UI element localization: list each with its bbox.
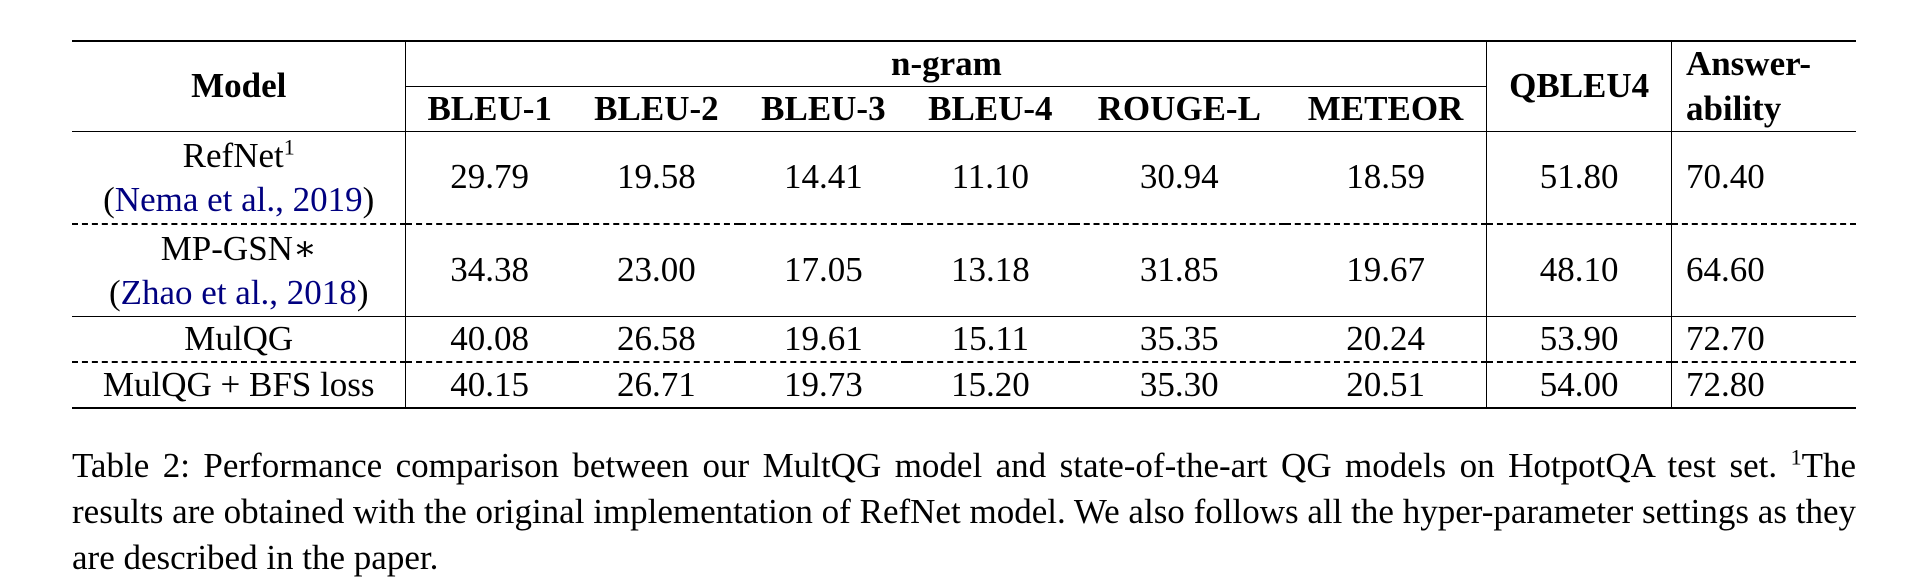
bleu3-column-header: BLEU-3 bbox=[739, 86, 907, 132]
table-cell: 30.94 bbox=[1139, 157, 1219, 197]
table-row-refnet: RefNet1 (Nema et al., 2019) 29.79 19.58 … bbox=[72, 131, 1856, 224]
meteor-column-header: METEOR bbox=[1284, 86, 1488, 132]
ngram-group-header: n-gram bbox=[405, 40, 1488, 87]
caption-text: Table 2: Performance comparison between … bbox=[72, 446, 1791, 485]
table-cell: 51.80 bbox=[1486, 131, 1672, 224]
rougel-column-header: ROUGE-L bbox=[1073, 86, 1285, 132]
table-cell: 48.10 bbox=[1486, 223, 1672, 317]
caption-footnote-text: The results are obtained with the origin… bbox=[72, 446, 1856, 577]
table-cell: 26.58 bbox=[572, 316, 740, 362]
table-cell: 34.38 bbox=[405, 223, 573, 317]
table-cell: 72.70 bbox=[1671, 316, 1856, 362]
table-cell: 54.00 bbox=[1486, 361, 1672, 409]
answerability-header-line2: ability bbox=[1671, 86, 1856, 132]
table-cell: 19.67 bbox=[1284, 223, 1488, 317]
model-column-header: Model bbox=[72, 40, 407, 132]
table-cell: 13.18 bbox=[906, 223, 1074, 317]
table-cell: 40.08 bbox=[405, 316, 573, 362]
table-cell: 31.85 bbox=[1073, 223, 1285, 317]
table-cell: 35.35 bbox=[1073, 316, 1285, 362]
citation-link[interactable]: Zhao et al., 2018 bbox=[120, 272, 357, 312]
table-row-mpgsn: MP-GSN∗ (Zhao et al., 2018) 34.38 23.00 … bbox=[72, 223, 1856, 317]
star-marker: ∗ bbox=[292, 228, 317, 268]
table-cell: 20.51 bbox=[1284, 361, 1488, 409]
model-name: MP-GSN bbox=[160, 228, 293, 268]
table-cell: 17.05 bbox=[739, 223, 907, 317]
cite-open: ( bbox=[103, 179, 115, 219]
model-name-cell: MP-GSN∗ (Zhao et al., 2018) bbox=[72, 223, 407, 317]
bleu2-column-header: BLEU-2 bbox=[572, 86, 740, 132]
table-cell: 26.71 bbox=[572, 361, 740, 409]
table-cell: 40.15 bbox=[405, 361, 573, 409]
table-cell: 11.10 bbox=[951, 157, 1030, 197]
qbleu-column-header: QBLEU4 bbox=[1486, 40, 1672, 132]
answerability-header-line1: Answer- bbox=[1671, 40, 1856, 87]
bleu4-column-header: BLEU-4 bbox=[906, 86, 1074, 132]
caption-footnote-marker: 1 bbox=[1790, 444, 1802, 470]
citation-link[interactable]: Nema et al., 2019 bbox=[114, 179, 363, 219]
table-cell: 19.58 bbox=[617, 157, 696, 197]
table-cell: 20.24 bbox=[1284, 316, 1488, 362]
table-cell: 15.20 bbox=[906, 361, 1074, 409]
table-row-mulqg-bfs: MulQG + BFS loss 40.15 26.71 19.73 15.20… bbox=[72, 361, 1856, 409]
table-cell: 19.61 bbox=[739, 316, 907, 362]
table-cell: 23.00 bbox=[572, 223, 740, 317]
table-cell: 70.40 bbox=[1685, 157, 1765, 197]
model-name-cell: RefNet1 (Nema et al., 2019) bbox=[72, 131, 407, 224]
footnote-marker: 1 bbox=[283, 134, 295, 160]
table-cell: 18.59 bbox=[1284, 131, 1488, 224]
table-cell: 15.11 bbox=[906, 316, 1074, 362]
table-cell: 64.60 bbox=[1671, 223, 1856, 317]
cite-close: ) bbox=[356, 272, 369, 312]
model-name-cell: MulQG bbox=[72, 316, 407, 362]
table-cell: 53.90 bbox=[1486, 316, 1672, 362]
cite-open: ( bbox=[108, 272, 121, 312]
table-cell: 19.73 bbox=[739, 361, 907, 409]
table-cell: 29.79 bbox=[450, 157, 530, 197]
table-cell: 14.41 bbox=[783, 157, 863, 197]
model-name-cell: MulQG + BFS loss bbox=[72, 361, 407, 409]
model-name: RefNet bbox=[182, 135, 284, 175]
table-row-mulqg: MulQG 40.08 26.58 19.61 15.11 35.35 20.2… bbox=[72, 316, 1856, 362]
bleu1-column-header: BLEU-1 bbox=[405, 86, 573, 132]
results-table: Model n-gram QBLEU4 Answer- BLEU-1 BLEU-… bbox=[72, 40, 1856, 409]
cite-close: ) bbox=[362, 179, 375, 219]
table-caption: Table 2: Performance comparison between … bbox=[72, 443, 1856, 581]
table-cell: 72.80 bbox=[1671, 361, 1856, 409]
table-cell: 35.30 bbox=[1073, 361, 1285, 409]
